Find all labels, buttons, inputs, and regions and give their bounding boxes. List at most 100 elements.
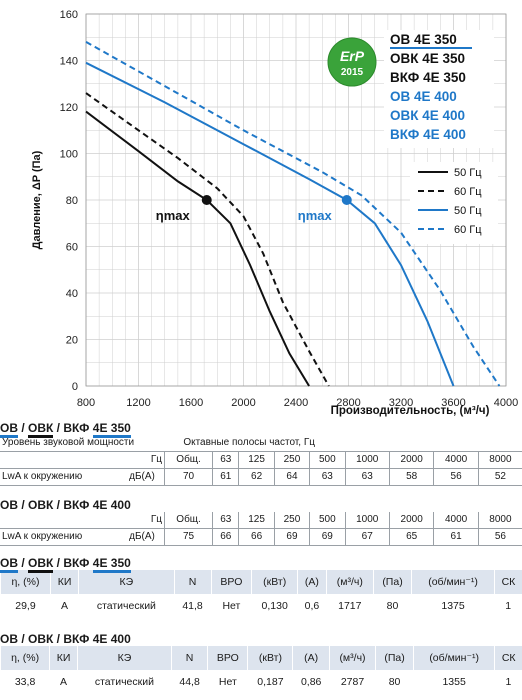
band-value: 56 — [477, 528, 522, 546]
perf-350-header: η, (%) КИ КЭ N ВРО (кВт) (А) (м³/ч) (Па) (об/мин⁻… — [0, 570, 522, 594]
perf-value: 2787 — [340, 676, 365, 688]
hz-label: Гц — [120, 512, 165, 529]
perf-header: η, (%) — [0, 570, 51, 594]
perf-header: N — [173, 570, 212, 594]
title-model: 4Е 350 — [92, 421, 131, 438]
ptitle-ob: ОВ — [0, 556, 18, 573]
band-value: 52 — [477, 468, 522, 486]
band-header: 250 — [273, 512, 310, 529]
eta-max-label-1: ηmax — [298, 208, 333, 223]
perf-value: 1717 — [338, 600, 362, 612]
unit-label: дБ(А) — [120, 468, 165, 486]
perf-400-header: η, (%) КИ КЭ N ВРО (кВт) (А) (м³/ч) (Па) (об/мин⁻… — [0, 646, 522, 670]
acoustic-350-table: Уровень звуковой мощности Октавные полос… — [0, 435, 522, 452]
perf-header: СК — [494, 646, 522, 670]
band-value: 56 — [433, 468, 479, 486]
perf-value: 1 — [505, 676, 512, 688]
perf-header: (Па) — [372, 570, 412, 594]
band-value: 65 — [388, 528, 434, 546]
x-tick-label: 2800 — [336, 397, 360, 409]
perf-header: КЭ — [76, 646, 172, 670]
title-sep: / — [18, 421, 29, 435]
series-line-0 — [85, 110, 310, 387]
legend-label-1: 60 Гц — [454, 186, 482, 198]
band-value: 67 — [344, 528, 390, 546]
band-header: 1000 — [344, 452, 390, 469]
perf-value: Нет — [218, 676, 237, 688]
perf-value: 0,130 — [261, 600, 288, 612]
acoustic-header-row: Гц Общ. 63 125 250 500 1000 2000 4000 8000 — [0, 512, 522, 529]
band-value: 62 — [238, 468, 275, 486]
series-line-1 — [85, 92, 330, 387]
perf-header: КИ — [49, 646, 78, 670]
ptitle-sep: / — [18, 556, 29, 570]
title-ob: ОВ — [0, 421, 18, 438]
band-header: Общ. — [163, 512, 213, 529]
lwa-label: LwA к окружению — [0, 528, 120, 546]
y-tick-label: 160 — [60, 9, 78, 21]
y-tick-label: 60 — [66, 242, 78, 254]
band-header: 125 — [238, 512, 275, 529]
band-header: 500 — [309, 512, 345, 529]
perf-header: (об/мин⁻¹) — [411, 570, 495, 594]
perf-400-table: η, (%) КИ КЭ N ВРО (кВт) (А) (м³/ч) (Па) (об/мин⁻… — [0, 646, 522, 694]
acoustic-400-title: ОВ / ОВК / ВКФ 4Е 400 — [0, 498, 131, 512]
perf-value: статический — [96, 600, 156, 612]
perf-header: (м³/ч) — [325, 570, 374, 594]
model-list-item-1: ОВК 4Е 350 — [390, 51, 465, 66]
title-obk: ОВК — [28, 421, 54, 438]
perf-value: 1375 — [441, 600, 465, 612]
model-list-item-4: ОВК 4Е 400 — [390, 108, 465, 123]
band-header: 2000 — [388, 452, 434, 469]
band-header: 250 — [273, 452, 310, 469]
model-list-box — [384, 30, 494, 148]
series-line-3 — [85, 41, 501, 387]
band-header: 125 — [238, 452, 275, 469]
x-tick-label: 4000 — [494, 397, 518, 409]
band-header: 1000 — [344, 512, 390, 529]
perf-value: Нет — [222, 600, 241, 612]
acoustic-header-row: Гц Общ. 63 125 250 500 1000 2000 4000 8000 — [0, 452, 522, 469]
y-tick-label: 0 — [72, 381, 78, 393]
band-header: 4000 — [433, 512, 479, 529]
band-value: 69 — [273, 528, 310, 546]
band-header: 8000 — [477, 512, 522, 529]
legend-label-2: 50 Гц — [454, 205, 482, 217]
y-tick-label: 80 — [66, 195, 78, 207]
perf-header: (А) — [297, 570, 327, 594]
y-tick-label: 140 — [60, 56, 78, 68]
y-axis-label: Давление, ΔP (Па) — [31, 150, 43, 249]
perf-value: 29,9 — [15, 600, 36, 612]
perf-header: СК — [493, 570, 522, 594]
eta-max-label-0: ηmax — [156, 208, 191, 223]
octave-bands-label: Октавные полосы частот, Гц — [163, 435, 522, 452]
perf-header: η, (%) — [0, 646, 50, 670]
x-tick-label: 3600 — [441, 397, 465, 409]
band-value: 69 — [309, 528, 345, 546]
sound-power-label: Уровень звуковой мощности — [0, 435, 154, 452]
band-value: 61 — [212, 468, 239, 486]
chart-svg: 800 1200 1600 2000 2400 2800 3200 3600 4000 0 20 40… — [31, 9, 518, 417]
acoustic-400-body: Гц Общ. 63 125 250 500 1000 2000 4000 8000 LwA к о… — [0, 512, 522, 546]
empty-cell — [0, 512, 120, 529]
plot-frame — [85, 13, 507, 387]
lwa-label: LwA к окружению — [0, 468, 120, 486]
perf-value: статический — [94, 676, 154, 688]
band-value: 64 — [273, 468, 310, 486]
title-vkf: / ВКФ — [53, 421, 93, 435]
perf-header: (об/мин⁻¹) — [412, 646, 495, 670]
acoustic-value-row: LwA к окружению дБ(А) 75 66 66 69 69 67 65 61 56 — [0, 528, 522, 546]
x-axis-label: Производительность, (м³/ч) — [331, 405, 490, 417]
perf-value: А — [61, 600, 69, 612]
x-tick-label: 1600 — [179, 397, 203, 409]
legend-box — [410, 162, 498, 244]
band-header: 63 — [212, 512, 239, 529]
perf-value: 80 — [386, 600, 399, 612]
ptitle-model: 4Е 350 — [92, 556, 131, 573]
band-header: 63 — [212, 452, 239, 469]
band-header: 8000 — [477, 452, 522, 469]
perf-400-title: ОВ / ОВК / ВКФ 4Е 400 — [0, 632, 131, 646]
perf-header: КЭ — [78, 570, 175, 594]
perf-header: ВРО — [207, 646, 248, 670]
